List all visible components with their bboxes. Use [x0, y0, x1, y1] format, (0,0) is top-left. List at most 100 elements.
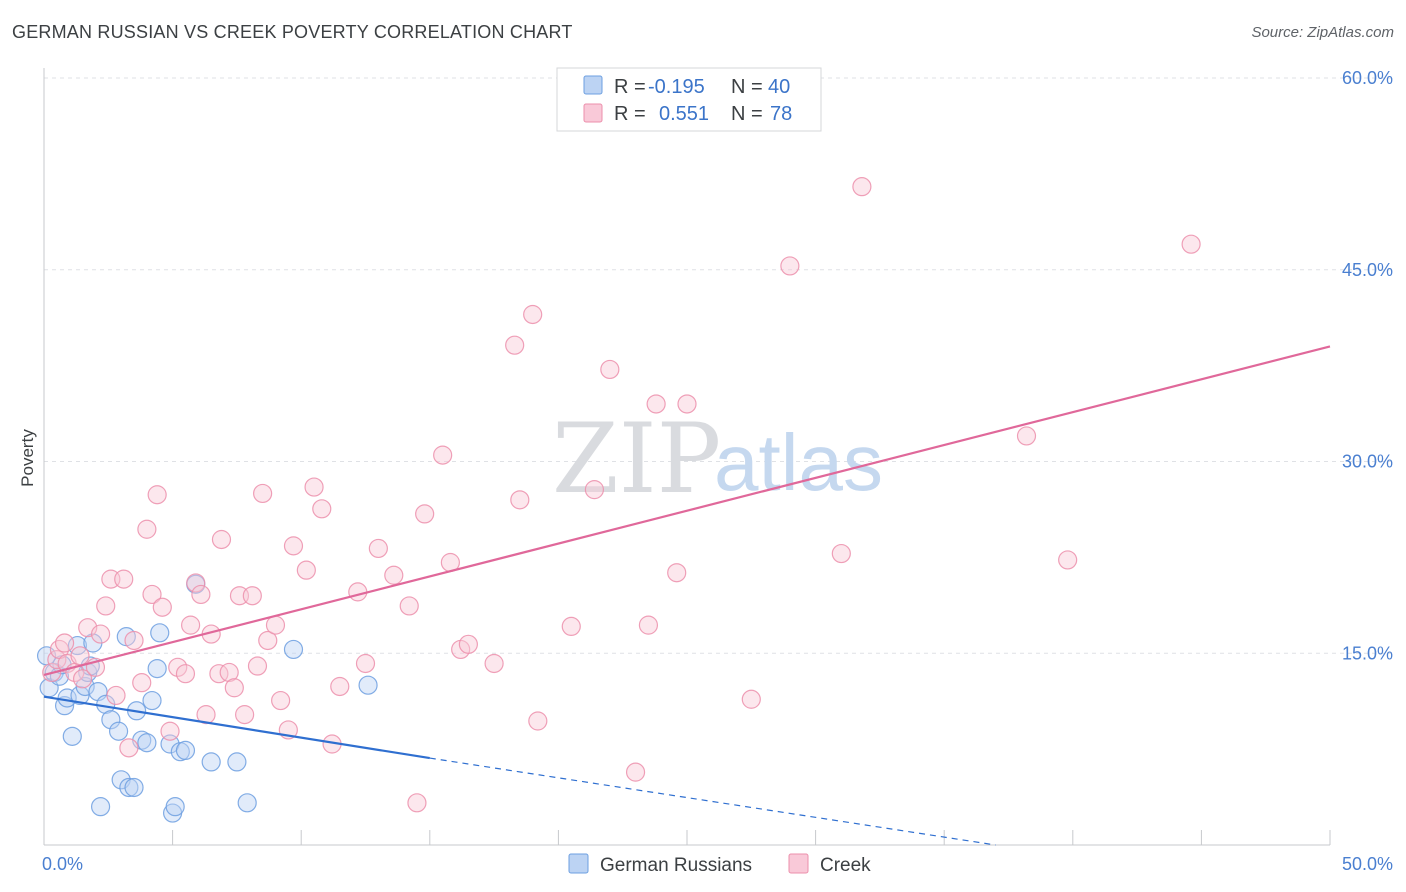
legend-swatch-german-russians: [583, 75, 603, 95]
data-point: [296, 560, 316, 580]
data-point: [458, 634, 478, 654]
data-point: [142, 690, 162, 711]
data-point: [175, 740, 196, 761]
data-point: [181, 615, 201, 635]
chart-source: Source: ZipAtlas.com: [1251, 24, 1394, 41]
data-point: [75, 676, 95, 697]
trend-lines: [43, 345, 1331, 846]
data-point: [62, 726, 82, 746]
data-point: [150, 623, 170, 643]
legend-n-label-creek: N =: [731, 103, 763, 125]
data-point: [355, 653, 376, 674]
data-point: [96, 596, 116, 616]
data-point: [358, 675, 378, 695]
data-point: [90, 624, 111, 644]
data-point: [72, 669, 93, 689]
data-point: [399, 596, 419, 616]
legend-n-value-creek: 78: [770, 103, 792, 125]
bottom-legend-label-creek: Creek: [820, 855, 871, 876]
bottom-legend-swatch-creek: [788, 853, 809, 874]
data-point: [600, 359, 620, 380]
data-point: [70, 685, 90, 706]
x-tick-label-1: 50.0%: [1342, 854, 1393, 874]
data-point: [137, 519, 157, 539]
data-point: [330, 676, 350, 697]
watermark-atlas: atlas: [714, 418, 883, 507]
legend-n-value-german-russians: 40: [768, 76, 790, 98]
data-point: [667, 563, 687, 583]
data-point: [1181, 234, 1201, 254]
bottom-legend: German Russians Creek: [568, 853, 871, 876]
watermark-zip: ZIP: [552, 403, 721, 515]
data-point: [584, 480, 605, 500]
data-point: [224, 678, 244, 698]
data-point: [415, 504, 435, 524]
data-point: [54, 633, 75, 653]
chart-title: GERMAN RUSSIAN VS CREEK POVERTY CORRELAT…: [12, 22, 573, 42]
data-point: [407, 793, 427, 813]
data-point: [147, 658, 167, 679]
data-point: [831, 543, 851, 564]
data-point: [124, 630, 144, 651]
watermark: ZIP atlas: [552, 403, 883, 515]
data-point: [523, 304, 543, 325]
series-creek: [42, 177, 1201, 813]
legend-r-value-german-russians: -0.195: [648, 76, 705, 98]
legend-swatch-creek: [583, 103, 603, 123]
trend-line-extension-german-russians: [429, 757, 996, 846]
data-point: [108, 721, 129, 741]
data-point: [191, 584, 211, 605]
data-point: [137, 733, 157, 753]
trend-line-creek: [43, 345, 1331, 677]
data-point: [152, 597, 172, 617]
data-point: [247, 656, 268, 676]
x-tick-labels: 0.0% 50.0%: [42, 854, 1393, 874]
data-point: [510, 490, 530, 510]
data-point: [677, 394, 697, 414]
data-point: [638, 615, 659, 635]
data-point: [348, 582, 368, 602]
data-point: [211, 529, 232, 550]
data-point: [484, 653, 504, 674]
series-german-russians: [36, 574, 378, 823]
data-point: [114, 569, 134, 589]
bottom-legend-label-german-russians: German Russians: [600, 855, 752, 876]
data-point: [147, 485, 167, 505]
legend-r-label-german-russians: R =: [614, 76, 646, 98]
data-point: [132, 673, 152, 693]
data-point: [168, 657, 188, 677]
y-tick-label-2: 45.0%: [1342, 260, 1393, 280]
data-point: [384, 565, 404, 585]
data-point: [201, 752, 221, 772]
legend-r-value-creek: 0.551: [659, 103, 709, 125]
data-point: [142, 584, 162, 605]
data-point: [304, 477, 324, 497]
data-point: [505, 335, 525, 355]
legend-box: R = -0.195 N = 40 R = 0.551 N = 78: [556, 67, 822, 132]
data-point: [209, 664, 229, 684]
y-axis-label: Poverty: [18, 429, 37, 487]
data-point: [242, 586, 262, 606]
data-point: [852, 177, 872, 197]
data-point: [1058, 550, 1078, 570]
data-point: [186, 573, 206, 593]
data-point: [271, 690, 291, 711]
legend-n-label-german-russians: N =: [731, 76, 763, 98]
y-tick-label-0: 15.0%: [1342, 643, 1393, 663]
data-point: [433, 445, 453, 465]
data-point: [253, 483, 273, 504]
data-point: [312, 499, 332, 519]
data-point: [235, 705, 255, 725]
data-point: [258, 630, 278, 651]
data-point: [265, 615, 286, 635]
data-point: [219, 662, 239, 683]
data-point: [625, 762, 646, 782]
legend-r-label-creek: R =: [614, 103, 646, 125]
data-point: [160, 721, 180, 741]
data-point: [119, 777, 139, 798]
y-tick-label-3: 60.0%: [1342, 68, 1393, 88]
data-point: [227, 752, 247, 772]
x-tick-label-0: 0.0%: [42, 854, 83, 874]
data-point: [283, 639, 304, 660]
